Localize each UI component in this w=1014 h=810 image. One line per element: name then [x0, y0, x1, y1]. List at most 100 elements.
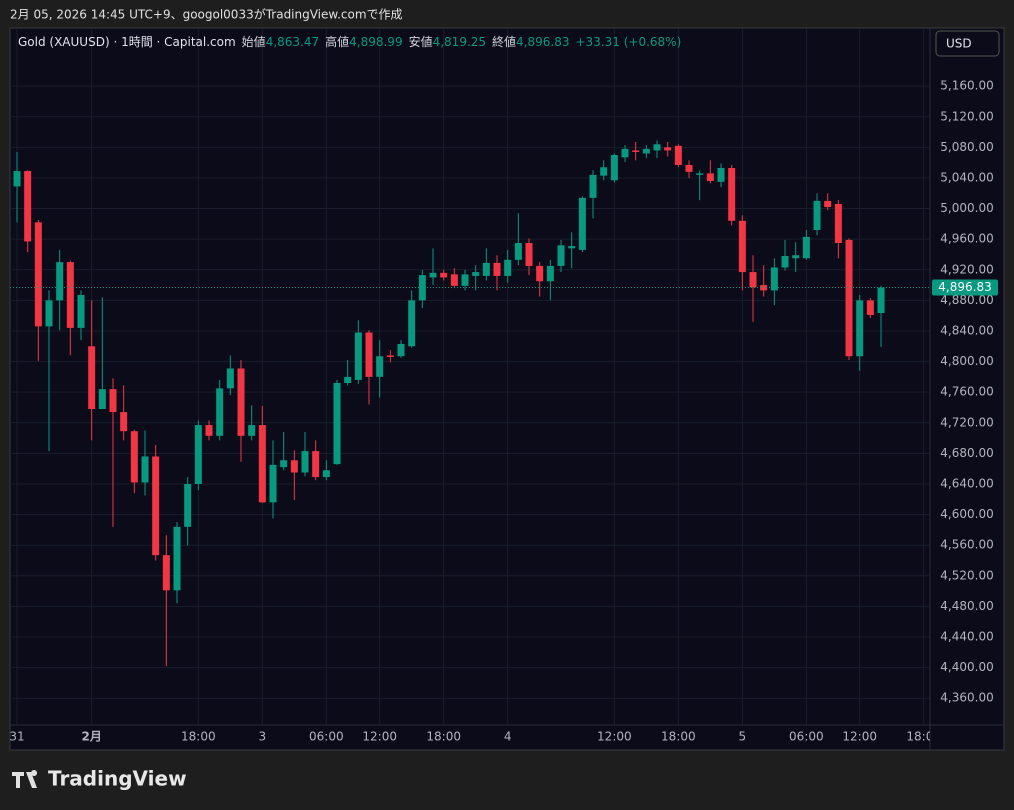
y-tick-label: 4,400.00: [940, 660, 993, 674]
currency-label[interactable]: USD: [946, 37, 972, 51]
candle-body: [312, 451, 320, 478]
y-tick-label: 5,120.00: [940, 109, 993, 123]
last-price-tag: [932, 279, 998, 296]
candle-body: [120, 412, 128, 432]
logo: TradingView: [12, 767, 187, 791]
candle-body: [546, 265, 554, 282]
x-tick-label: 18:00: [181, 730, 216, 744]
candle-body: [674, 145, 682, 165]
candle-body: [642, 148, 650, 154]
logo-icon: [12, 770, 38, 788]
candle-body: [397, 343, 405, 357]
candle-body: [536, 265, 544, 282]
last-price-label: 4,896.83: [938, 280, 991, 294]
x-tick-label: 18:00: [661, 730, 696, 744]
candle-body: [365, 332, 373, 377]
y-tick-label: 4,800.00: [940, 354, 993, 368]
candle-body: [450, 274, 458, 286]
candle-body: [205, 425, 213, 436]
candle-body: [408, 300, 416, 347]
y-tick-label: 4,960.00: [940, 232, 993, 246]
x-tick-label: 2月: [81, 730, 101, 744]
candle-body: [824, 200, 832, 208]
candle-body: [141, 456, 149, 483]
y-tick-label: 4,600.00: [940, 507, 993, 521]
candle-body: [130, 431, 138, 483]
axes: 4,360.00 4,400.00 4,440.00 4,480.00 4,520.00…: [9, 79, 998, 744]
candle-body: [344, 376, 352, 384]
candle-body: [461, 274, 469, 286]
candle-body: [226, 368, 234, 389]
candle-body: [610, 155, 618, 181]
x-tick-label: 12:00: [842, 730, 877, 744]
candle-body: [653, 144, 661, 151]
ohlc-value: 4,819.25: [433, 35, 486, 49]
y-tick-label: 5,160.00: [940, 79, 993, 93]
candle-body: [482, 262, 490, 276]
x-tick-label: 5: [739, 730, 747, 744]
candle-body: [290, 460, 298, 473]
chart-panel: [9, 27, 1005, 751]
candle-body: [738, 220, 746, 273]
x-tick-label: 3: [259, 730, 267, 744]
candle-body: [152, 456, 160, 556]
ohlc-value: 4,898.99: [349, 35, 402, 49]
candle-body: [504, 259, 512, 276]
y-tick-label: 4,840.00: [940, 323, 993, 337]
ohlc-name: 終値: [492, 34, 516, 49]
caption: 2月 05, 2026 14:45 UTC+9、googol0033がTradi…: [10, 7, 403, 22]
y-tick-label: 4,920.00: [940, 262, 993, 276]
candle-body: [77, 295, 85, 328]
x-tick-label: 06:00: [789, 730, 824, 744]
candle-body: [866, 300, 874, 315]
candle-body: [45, 300, 53, 327]
x-tick-label: 31: [9, 730, 24, 744]
candle-body: [13, 171, 21, 187]
candle-body: [856, 300, 864, 357]
candle-body: [781, 255, 789, 268]
candle-body: [66, 262, 74, 328]
y-tick-label: 5,000.00: [940, 201, 993, 215]
candle-body: [589, 174, 597, 198]
candle-body: [280, 460, 288, 468]
x-tick-label: 4: [504, 730, 512, 744]
candle-body: [248, 425, 256, 436]
candle-body: [770, 267, 778, 291]
currency-button[interactable]: [935, 30, 1000, 57]
ohlc-name: 安値: [409, 34, 433, 49]
candle-body: [557, 245, 565, 266]
ohlc-name: 始値: [242, 34, 266, 49]
y-tick-label: 4,480.00: [940, 599, 993, 613]
y-tick-label: 4,880.00: [940, 293, 993, 307]
y-tick-label: 4,640.00: [940, 476, 993, 490]
symbol-line: Gold (XAUUSD) · 1時間 · Capital.com 始値4,863…: [18, 34, 681, 49]
ohlc-name: 高値: [325, 34, 349, 49]
candle-body: [877, 287, 885, 314]
change: +33.31 (+0.68%): [575, 35, 681, 49]
candle-body: [34, 222, 42, 327]
y-tick-label: 4,360.00: [940, 691, 993, 705]
candle-body: [322, 470, 330, 478]
candle-body: [600, 167, 608, 176]
candle-body: [717, 168, 725, 182]
candle-body: [98, 389, 106, 410]
ohlc-value: 4,863.47: [266, 35, 319, 49]
candle-body: [258, 425, 266, 503]
candle-body: [845, 239, 853, 357]
grid: [10, 28, 930, 725]
candle-body: [696, 173, 704, 175]
chart-title: Gold (XAUUSD) · 1時間 · Capital.com: [18, 35, 236, 49]
candle-body: [685, 164, 693, 172]
candle-body: [664, 147, 672, 151]
candle-body: [813, 200, 821, 230]
candle-body: [301, 451, 309, 473]
candle-body: [802, 236, 810, 259]
candle-body: [792, 255, 800, 259]
candle-body: [440, 272, 448, 278]
candle-body: [706, 173, 714, 182]
candle-body: [578, 197, 586, 250]
y-tick-label: 4,440.00: [940, 630, 993, 644]
logo-text: TradingView: [48, 767, 187, 791]
